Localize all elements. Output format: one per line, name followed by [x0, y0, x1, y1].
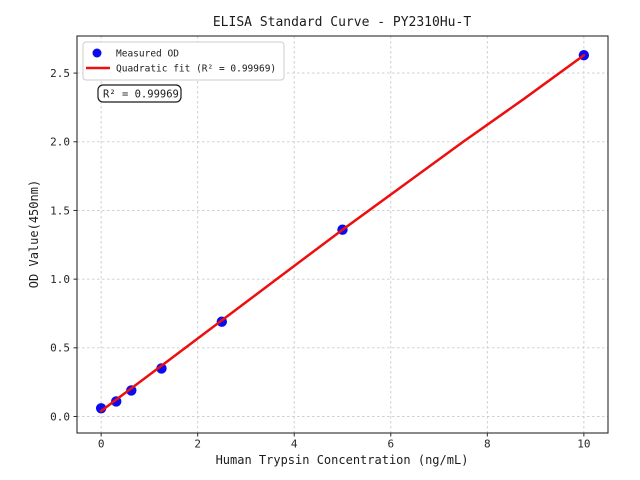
legend-box [82, 41, 285, 81]
data-layer [95, 50, 590, 414]
legend-measured-label: Measured OD [116, 49, 179, 60]
x-tick-label: 4 [291, 438, 298, 451]
chart-title: ELISA Standard Curve - PY2310Hu-T [213, 15, 471, 30]
r-squared-annotation: R² = 0.99969 [97, 84, 182, 103]
y-tick-label: 2.0 [50, 136, 70, 149]
legend-measured-marker [92, 48, 102, 58]
axis-layer: 0 2 4 6 8 10 0.0 0.5 1.0 1.5 2.0 2.5 [50, 67, 590, 451]
plot-border [76, 35, 609, 434]
data-point [156, 363, 167, 374]
y-tick-label: 2.5 [50, 67, 70, 80]
grid-layer [77, 36, 608, 433]
x-tick-label: 8 [484, 438, 491, 451]
data-point [95, 403, 107, 414]
y-tick-label: 0.5 [50, 342, 70, 355]
annotation-box [97, 84, 182, 103]
y-tick-label: 0.0 [50, 410, 70, 423]
x-tick-label: 2 [194, 438, 201, 451]
annotation-text: R² = 0.99969 [103, 89, 179, 101]
legend-fit-label: Quadratic fit (R² = 0.99969) [116, 64, 276, 75]
x-tick-label: 10 [577, 438, 590, 451]
y-axis-label: OD Value(450nm) [27, 180, 41, 288]
y-tick-label: 1.5 [50, 204, 70, 217]
x-tick-label: 6 [387, 438, 394, 451]
fit-line [99, 53, 586, 413]
x-axis-label: Human Trypsin Concentration (ng/mL) [216, 453, 469, 467]
legend: Measured OD Quadratic fit (R² = 0.99969) [82, 41, 285, 81]
x-tick-label: 0 [98, 438, 105, 451]
y-tick-label: 1.0 [50, 273, 70, 286]
